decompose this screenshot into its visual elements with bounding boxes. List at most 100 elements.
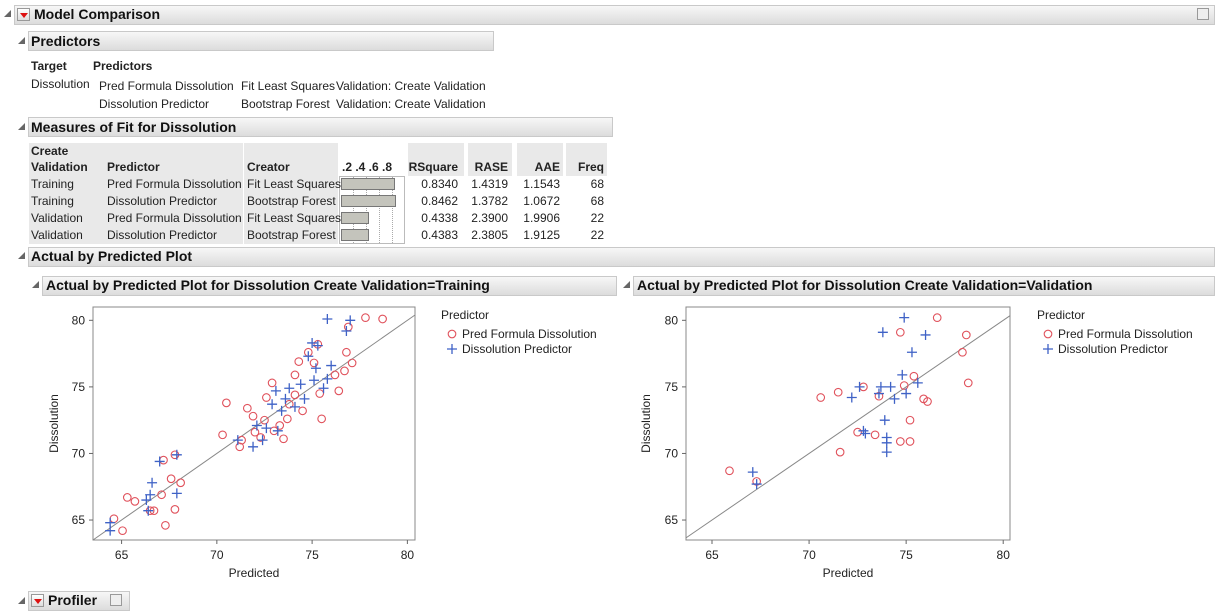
point <box>347 358 357 368</box>
table-cell: Pred Formula Dissolution <box>99 79 234 93</box>
legend-title: Predictor <box>441 308 489 322</box>
menu-button[interactable] <box>31 594 44 607</box>
rsquare-bar <box>341 212 370 224</box>
chart-title: Actual by Predicted Plot for Dissolution… <box>637 277 1093 293</box>
point <box>751 479 762 490</box>
legend-marker <box>1043 329 1053 339</box>
point <box>879 415 890 426</box>
point <box>725 466 734 476</box>
point <box>899 381 909 390</box>
collapse-toggle[interactable] <box>18 123 25 130</box>
table-cell: Training <box>31 194 74 208</box>
column-background <box>517 143 563 176</box>
outline-header <box>14 5 1215 25</box>
table-cell: Fit Least Squares <box>247 177 342 191</box>
point <box>276 405 287 416</box>
column-header: Predictor <box>107 160 160 174</box>
outline-header <box>28 591 130 611</box>
point <box>143 505 154 516</box>
report-icon[interactable] <box>110 594 122 606</box>
legend-marker <box>1043 344 1053 354</box>
outline-header <box>28 117 613 137</box>
column-header: Create Validation <box>31 144 88 174</box>
y-tick-label: 65 <box>665 513 679 527</box>
point <box>342 347 351 357</box>
table-cell: 1.3782 <box>471 194 508 208</box>
point <box>166 474 176 484</box>
column-header: Creator <box>247 160 290 174</box>
table-cell: Validation: Create Validation <box>336 97 486 111</box>
point <box>341 325 352 336</box>
point <box>298 406 307 416</box>
table-cell: Bootstrap Forest <box>241 97 330 111</box>
collapse-toggle[interactable] <box>4 10 11 17</box>
x-axis-label: Predicted <box>229 566 280 580</box>
table-cell: Fit Least Squares <box>241 79 336 93</box>
table-cell: 1.0672 <box>523 194 560 208</box>
point <box>858 425 869 436</box>
table-cell: Dissolution Predictor <box>99 97 210 111</box>
column-background <box>103 143 243 244</box>
legend-label: Pred Formula Dissolution <box>462 327 597 341</box>
point <box>905 415 915 425</box>
table-cell: 2.3900 <box>471 211 508 225</box>
point <box>923 397 932 406</box>
point <box>895 437 905 446</box>
point <box>378 314 387 324</box>
collapse-toggle[interactable] <box>32 281 39 288</box>
point <box>122 493 132 502</box>
point <box>250 427 260 437</box>
point <box>860 428 871 439</box>
point <box>877 327 888 338</box>
outline-title: Model Comparison <box>34 6 161 22</box>
point <box>280 393 291 404</box>
bar-gridline <box>353 177 354 243</box>
point <box>171 488 182 499</box>
point <box>279 434 288 444</box>
y-axis-label: Dissolution <box>639 394 653 453</box>
rsquare-bar <box>341 229 370 241</box>
collapse-toggle[interactable] <box>18 37 25 44</box>
collapse-toggle[interactable] <box>18 252 25 259</box>
collapse-toggle[interactable] <box>623 281 630 288</box>
report-icon[interactable] <box>1197 8 1209 20</box>
point <box>881 447 892 458</box>
y-axis-label: Dissolution <box>47 394 61 453</box>
collapse-toggle[interactable] <box>18 597 25 604</box>
legend-marker <box>447 344 457 354</box>
table-cell: 1.1543 <box>523 177 560 191</box>
outline-title: Actual by Predicted Plot <box>31 248 193 264</box>
menu-button[interactable] <box>17 8 30 21</box>
table-cell: 0.8462 <box>421 194 458 208</box>
point <box>846 392 857 403</box>
point <box>833 387 843 397</box>
bar-gridline <box>366 177 367 243</box>
column-header: Target <box>31 59 67 73</box>
point <box>261 423 272 434</box>
table-cell: Dissolution Predictor <box>107 194 218 208</box>
point <box>290 370 300 380</box>
point <box>340 366 349 376</box>
x-tick-label: 80 <box>401 548 415 562</box>
point <box>334 386 344 396</box>
column-background <box>244 143 338 244</box>
rsquare-bar <box>341 195 396 207</box>
point <box>909 371 919 381</box>
point <box>118 526 127 536</box>
point <box>295 379 306 390</box>
point <box>322 313 333 324</box>
point <box>171 449 182 460</box>
outline-header <box>633 276 1215 296</box>
point <box>257 435 268 446</box>
point <box>881 437 892 448</box>
table-cell: Bootstrap Forest <box>247 194 336 208</box>
point <box>330 370 340 380</box>
point <box>303 351 314 362</box>
y-tick-label: 80 <box>665 313 679 327</box>
table-cell: 1.9125 <box>523 228 560 242</box>
point <box>284 399 294 409</box>
point <box>176 478 185 488</box>
y-tick-label: 75 <box>72 380 86 394</box>
point <box>854 381 865 392</box>
